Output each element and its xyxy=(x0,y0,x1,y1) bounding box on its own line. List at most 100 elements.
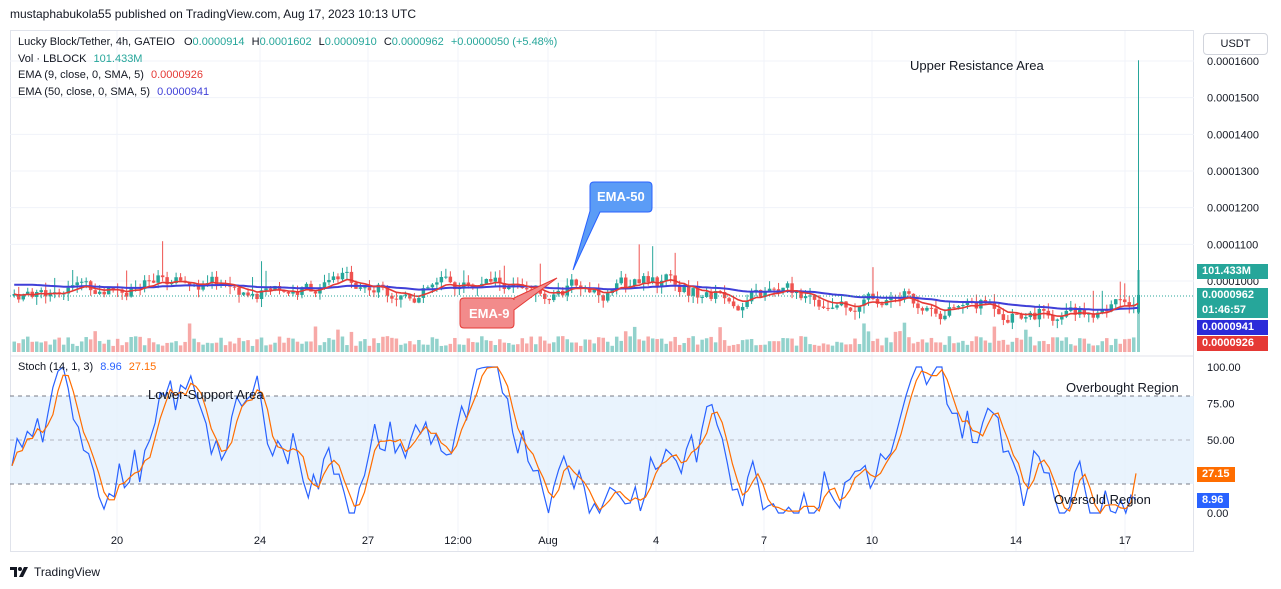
volume-bar xyxy=(421,344,426,352)
volume-bar xyxy=(70,343,75,352)
oversold-label: Oversold Region xyxy=(1054,492,1151,507)
volume-bar xyxy=(21,339,25,352)
volume-bar xyxy=(1028,336,1033,352)
candle-body xyxy=(147,280,151,282)
volume-bar xyxy=(772,341,776,352)
ema9-label: EMA (9, close, 0, SMA, 5) xyxy=(18,69,144,81)
volume-bar xyxy=(1132,337,1136,352)
ema9-legend[interactable]: EMA (9, close, 0, SMA, 5) 0.0000926 xyxy=(18,69,203,81)
candle-body xyxy=(695,288,700,298)
volume-bar xyxy=(988,342,992,352)
volume-bar xyxy=(363,339,367,352)
price-tick-label: 0.0001500 xyxy=(1207,93,1259,105)
volume-bar xyxy=(866,331,871,352)
volume-bar xyxy=(484,340,489,352)
candle-body xyxy=(376,284,381,293)
candle-body xyxy=(862,299,866,306)
volume-bar xyxy=(1051,337,1055,352)
candle-body xyxy=(578,285,583,289)
candle-body xyxy=(160,275,165,278)
volume-bar xyxy=(93,331,97,352)
volume-legend[interactable]: Vol · LBLOCK 101.433M xyxy=(18,53,142,65)
candle-body xyxy=(808,295,812,297)
volume-bar xyxy=(385,336,390,352)
volume-bar xyxy=(120,345,124,352)
volume-bar xyxy=(619,340,623,352)
candle-body xyxy=(974,301,979,309)
volume-bar xyxy=(812,344,817,352)
volume-bar xyxy=(286,337,291,352)
candle-body xyxy=(1001,314,1006,320)
volume-bar xyxy=(673,336,677,352)
candle-body xyxy=(1078,308,1082,315)
candle-body xyxy=(250,293,255,296)
symbol-legend[interactable]: Lucky Block/Tether, 4h, GATEIO O0.000091… xyxy=(18,36,557,48)
candle-body xyxy=(664,274,668,281)
volume-bar xyxy=(300,343,304,352)
candle-body xyxy=(430,284,435,288)
volume-bar xyxy=(331,339,336,352)
volume-bar xyxy=(232,343,237,352)
candle-body xyxy=(102,291,106,295)
price-tick-label: 0.0001300 xyxy=(1207,166,1259,178)
candle-body xyxy=(169,283,174,285)
volume-bar xyxy=(1069,344,1073,352)
candle-body xyxy=(493,277,498,282)
volume-bar xyxy=(538,336,543,352)
volume-bar xyxy=(704,338,709,352)
volume-bar xyxy=(133,336,138,352)
candle-body xyxy=(853,310,857,312)
volume-bar xyxy=(210,343,214,352)
stoch-legend[interactable]: Stoch (14, 1, 3) 8.96 27.15 xyxy=(18,361,156,373)
candle-body xyxy=(142,280,147,289)
volume-bar xyxy=(529,336,534,352)
time-tick-label: 4 xyxy=(653,535,659,547)
candle-body xyxy=(785,283,790,288)
candle-body xyxy=(691,288,695,296)
volume-bar xyxy=(34,341,39,352)
volume-bar xyxy=(736,344,740,352)
volume-bar xyxy=(39,342,43,352)
volume-bar xyxy=(722,340,727,352)
candle-body xyxy=(196,284,201,290)
candle-body xyxy=(605,293,610,301)
chart-panel[interactable] xyxy=(10,30,1194,552)
candle-body xyxy=(799,290,803,299)
candle-body xyxy=(547,298,552,301)
volume-bar xyxy=(552,342,556,352)
candle-body xyxy=(210,276,214,284)
candle-body xyxy=(772,288,776,290)
volume-bar xyxy=(646,336,650,352)
candle-body xyxy=(286,291,291,294)
time-tick-label: 14 xyxy=(1010,535,1022,547)
volume-bar xyxy=(718,327,722,352)
candle-body xyxy=(821,306,826,308)
candle-body xyxy=(565,285,570,296)
volume-bar xyxy=(691,336,695,352)
volume-bar xyxy=(880,345,884,352)
ema50-legend[interactable]: EMA (50, close, 0, SMA, 5) 0.0000941 xyxy=(18,86,209,98)
candle-body xyxy=(920,308,925,311)
volume-bar xyxy=(1055,337,1060,352)
candle-body xyxy=(623,277,628,288)
volume-bar xyxy=(731,344,736,352)
volume-bar xyxy=(291,338,295,352)
candle-body xyxy=(916,303,920,309)
time-tick-label: 7 xyxy=(761,535,767,547)
currency-button[interactable]: USDT xyxy=(1203,33,1268,55)
ema9-callout-text: EMA-9 xyxy=(469,306,509,321)
candle-body xyxy=(659,280,664,288)
stoch-label: Stoch (14, 1, 3) xyxy=(18,361,94,373)
candle-body xyxy=(943,315,947,320)
candle-body xyxy=(327,279,331,283)
volume-bar xyxy=(857,344,862,352)
volume-bar xyxy=(970,341,974,352)
footer-brand[interactable]: TradingView xyxy=(10,565,100,579)
volume-bar xyxy=(803,336,808,352)
ema50-value: 0.0000941 xyxy=(157,86,210,98)
candle-body xyxy=(745,301,749,307)
candle-body xyxy=(426,287,430,289)
candle-body xyxy=(596,289,601,296)
candle-body xyxy=(781,287,785,292)
